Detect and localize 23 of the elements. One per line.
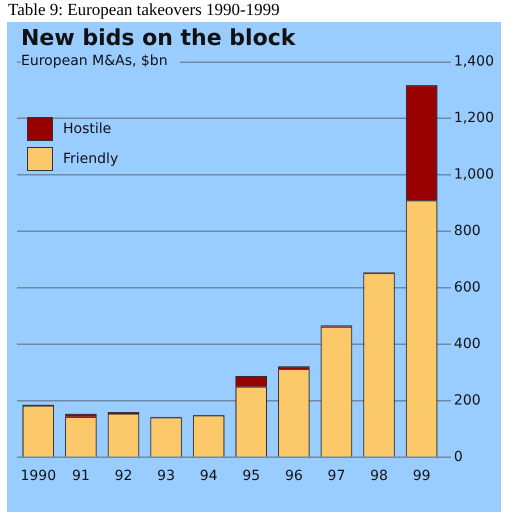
x-tick-label: 96 <box>284 468 303 484</box>
y-tick-label: 0 <box>454 448 463 465</box>
y-tick-label: 1,200 <box>454 110 494 126</box>
legend-label: Friendly <box>63 151 118 167</box>
chart-title: New bids on the block <box>21 26 296 51</box>
x-tick-label: 91 <box>72 468 90 484</box>
x-tick-label: 92 <box>114 468 132 484</box>
y-tick-label: 800 <box>454 223 481 240</box>
y-tick-label: 1,000 <box>454 166 494 183</box>
y-tick-label: 1,400 <box>454 54 494 70</box>
y-tick-label: 400 <box>454 336 481 352</box>
x-tick-label: 94 <box>200 468 218 484</box>
x-tick-label: 98 <box>370 468 388 484</box>
y-tick-label: 200 <box>454 392 481 408</box>
x-tick-label: 93 <box>157 468 175 484</box>
x-tick-label: 95 <box>242 468 260 484</box>
x-tick-label: 1990 <box>20 468 56 484</box>
caption: Table 9: European takeovers 1990-1999 <box>8 0 280 20</box>
x-tick-label: 99 <box>412 468 431 484</box>
legend-label: Hostile <box>63 121 112 137</box>
y-tick-label: 600 <box>454 279 481 296</box>
chart-subtitle: European M&As, $bn <box>21 53 180 69</box>
x-tick-label: 97 <box>328 468 346 484</box>
